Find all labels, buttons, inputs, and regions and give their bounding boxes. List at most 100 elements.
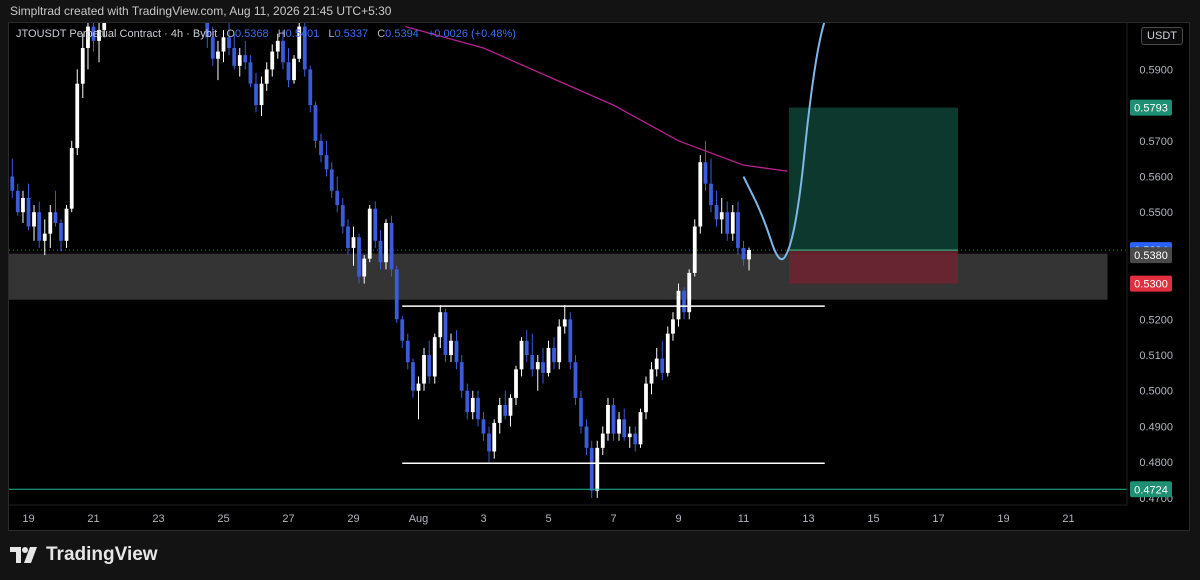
candle-up [449,340,453,356]
candle-up [384,222,388,263]
candle-down [329,169,334,191]
y-tick-label: 0.5600 [1139,172,1173,184]
candle-down [394,269,399,320]
candle-down [53,212,58,223]
candle-up [692,226,697,273]
candle-up [654,358,659,370]
candle-down [725,212,730,234]
symbol-legend[interactable]: JTOUSDT Perpetual Contract · 4h · Bybit … [16,28,516,40]
candle-down [459,362,464,391]
y-tick-label: 0.5100 [1139,350,1173,362]
x-tick-label: 21 [1062,513,1074,525]
candle-up [69,147,74,209]
x-tick-label: 29 [347,513,359,525]
price-label-badge [1130,481,1172,498]
legend-low-label: L [328,28,335,40]
moving-average-line [405,25,788,172]
candle-down [286,62,291,81]
candle-up [676,290,681,320]
candle-up [367,208,372,259]
candle-down [91,26,96,41]
y-tick-label: 0.5200 [1139,314,1173,326]
currency-button[interactable]: USDT [1141,27,1183,45]
candle-up [638,412,643,445]
price-chart[interactable]: 0.47000.48000.49000.50000.51000.52000.55… [9,23,1189,530]
candle-up [698,162,703,227]
candle-down [340,205,345,227]
candle-down [476,397,480,420]
candle-up [48,212,53,234]
candle-up [627,433,632,438]
candle-up [595,447,600,491]
candle-up [86,26,90,48]
legend-low-value: 0.5337 [334,28,369,40]
candles-layer [10,23,751,498]
x-axis[interactable]: 19 21 23 25 27 29 Aug 3 5 7 9 11 13 15 17 19 21 [9,504,1127,525]
legend-change: +0.0026 (+0.48%) [427,28,516,40]
price-label-badge [1130,275,1172,292]
y-tick-label: 0.5700 [1139,136,1173,148]
y-tick-label: 0.5900 [1139,64,1173,76]
candle-up [492,422,497,452]
x-tick-label: 5 [545,513,551,525]
candle-down [15,190,20,213]
x-tick-label: 27 [282,513,294,525]
candle-up [617,419,621,434]
candle-down [346,226,350,248]
candle-down [584,426,589,448]
candle-up [497,405,502,423]
candle-up [32,212,36,227]
y-tick-label: 0.4900 [1139,421,1173,433]
candle-up [297,26,302,59]
candle-up [237,55,242,66]
y-axis[interactable]: 0.47000.48000.49000.50000.51000.52000.55… [1126,23,1189,530]
legend-symbol: JTOUSDT Perpetual Contract · 4h · Bybit [16,28,218,40]
candle-down [243,55,248,63]
y-tick-label: 0.4800 [1139,457,1173,469]
drawings-front-layer [9,23,1127,490]
candle-down [481,419,486,434]
candle-up [275,40,280,52]
candle-down [281,40,285,63]
price-label-text: 0.5380 [1134,250,1168,262]
candle-down [660,358,665,373]
price-label-text: 0.4724 [1134,484,1168,496]
candle-down [622,419,627,438]
chart-panel[interactable]: 0.4700 0.4800 0.4900 0.5000 0.5100 0.5200 0.55… [8,22,1190,531]
candle-down [59,222,63,241]
x-tick-label: 19 [22,513,34,525]
candle-up [514,369,518,398]
candle-down [248,62,253,84]
candle-up [216,51,220,59]
candle-up [416,383,421,391]
candle-down [736,212,740,248]
candle-down [389,222,394,270]
candle-down [541,362,545,373]
candle-up [97,30,101,41]
candle-down [579,397,583,427]
candle-down [319,140,323,156]
candle-down [443,312,448,356]
candle-up [21,197,25,213]
candle-down [714,205,719,220]
candle-up [546,347,551,373]
x-tick-label: 23 [152,513,164,525]
candle-down [378,240,383,263]
projection-path [742,23,826,261]
profit-zone [789,107,958,251]
candle-up [600,433,605,448]
candle-up [221,37,226,52]
footer-brand[interactable]: TradingView [10,544,158,566]
candle-down [210,37,215,59]
candle-down [37,212,42,241]
candle-down [227,37,231,48]
candle-up [519,340,524,370]
legend-open-value: 0.5368 [234,28,269,40]
loss-zone [789,250,958,284]
legend-high-label: H [277,28,286,40]
candle-up [432,337,437,377]
price-label-badge [1130,99,1172,116]
candle-down [611,405,616,434]
candle-up [671,319,675,334]
legend-open-label: O [226,28,235,40]
